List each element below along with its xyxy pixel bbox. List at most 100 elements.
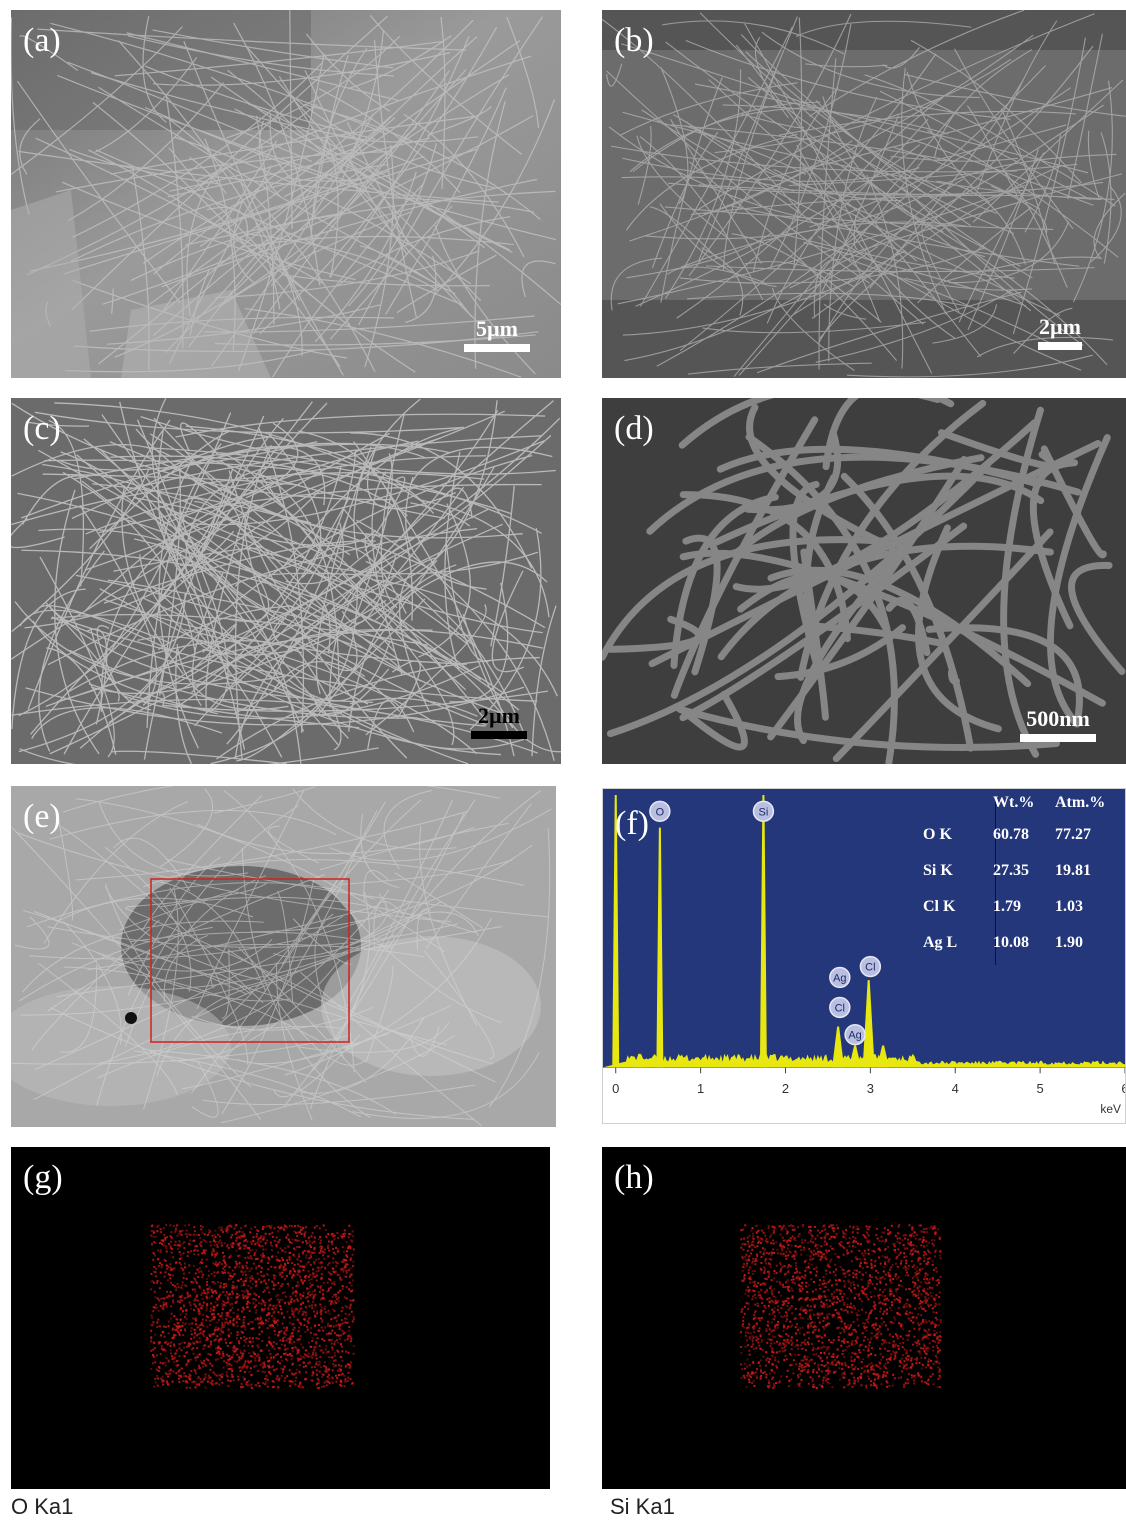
map-dot xyxy=(766,1341,769,1344)
map-dot xyxy=(336,1334,339,1337)
map-dot xyxy=(154,1296,157,1299)
map-dot xyxy=(307,1321,310,1324)
map-dot xyxy=(329,1278,332,1281)
map-dot xyxy=(743,1312,746,1315)
map-dot xyxy=(926,1349,929,1352)
map-dot xyxy=(310,1327,313,1329)
map-dot xyxy=(347,1268,350,1271)
map-dot xyxy=(232,1275,234,1278)
map-dot xyxy=(255,1299,258,1302)
map-dot xyxy=(804,1362,807,1365)
map-dot xyxy=(786,1305,789,1307)
fiber xyxy=(462,614,561,753)
map-dot xyxy=(304,1231,307,1234)
map-dot xyxy=(218,1337,221,1340)
map-dot xyxy=(890,1290,893,1293)
map-dot xyxy=(908,1372,911,1375)
map-dot xyxy=(174,1244,177,1247)
map-dot xyxy=(905,1352,907,1355)
map-dot xyxy=(765,1262,767,1265)
map-dot xyxy=(183,1341,186,1344)
fiber xyxy=(869,80,1023,289)
map-dot xyxy=(778,1380,781,1383)
map-dot xyxy=(254,1384,257,1386)
map-dot xyxy=(939,1376,942,1379)
map-dot xyxy=(297,1224,300,1227)
fiber xyxy=(921,223,960,313)
map-dot xyxy=(352,1265,354,1268)
fiber xyxy=(927,129,1119,258)
map-dot xyxy=(766,1278,768,1281)
map-dot xyxy=(843,1322,846,1325)
map-dot xyxy=(904,1266,907,1269)
fiber xyxy=(107,579,358,633)
map-dot xyxy=(825,1303,828,1306)
map-dot xyxy=(843,1328,845,1331)
map-dot xyxy=(856,1231,859,1234)
map-dot xyxy=(895,1277,898,1280)
map-dot xyxy=(898,1365,901,1368)
map-dot xyxy=(804,1338,807,1341)
map-dot xyxy=(321,1318,324,1321)
map-dot xyxy=(291,1286,294,1289)
map-dot xyxy=(209,1368,212,1371)
map-dot xyxy=(247,1284,250,1287)
map-dot xyxy=(254,1318,257,1321)
map-dot xyxy=(198,1353,201,1356)
map-dot xyxy=(927,1250,930,1253)
map-dot xyxy=(288,1258,291,1261)
map-dot xyxy=(184,1329,187,1332)
map-dot xyxy=(910,1234,913,1237)
map-dot xyxy=(807,1343,810,1346)
map-dot xyxy=(246,1290,249,1293)
map-dot xyxy=(296,1246,299,1249)
map-dot xyxy=(806,1355,809,1358)
map-dot xyxy=(230,1225,233,1228)
map-dot xyxy=(823,1306,826,1309)
map-dot xyxy=(196,1356,199,1359)
map-dot xyxy=(219,1293,222,1296)
fiber xyxy=(823,303,867,320)
atm-value: 1.03 xyxy=(1055,898,1083,915)
map-dot xyxy=(877,1294,880,1297)
map-dot xyxy=(320,1306,323,1309)
map-dot xyxy=(767,1227,770,1230)
map-dot xyxy=(760,1340,763,1343)
map-dot xyxy=(874,1385,877,1388)
map-dot xyxy=(214,1229,217,1232)
fiber xyxy=(682,534,721,676)
map-dot xyxy=(203,1335,206,1338)
map-dot xyxy=(830,1258,833,1261)
map-dot xyxy=(302,1294,305,1297)
fiber xyxy=(220,1034,456,1124)
map-dot xyxy=(213,1307,215,1310)
map-dot xyxy=(912,1281,915,1284)
map-dot xyxy=(826,1370,829,1373)
fiber xyxy=(676,53,937,319)
map-dot xyxy=(885,1358,888,1361)
map-dot xyxy=(743,1277,746,1280)
map-dot xyxy=(352,1248,355,1251)
map-dot xyxy=(169,1277,172,1280)
map-dot xyxy=(926,1288,929,1290)
map-dot xyxy=(756,1337,759,1340)
map-dot xyxy=(888,1385,891,1387)
map-dot xyxy=(200,1252,203,1255)
map-dot xyxy=(268,1340,271,1343)
map-dot xyxy=(894,1356,897,1359)
map-dot xyxy=(351,1253,354,1256)
map-dot xyxy=(874,1276,877,1279)
peak-label: Cl xyxy=(829,996,851,1019)
map-dot xyxy=(816,1371,818,1374)
map-dot xyxy=(750,1243,753,1246)
map-dot xyxy=(242,1308,245,1311)
map-dot xyxy=(284,1295,287,1298)
map-dot xyxy=(272,1274,275,1277)
map-dot xyxy=(909,1288,911,1291)
map-dot xyxy=(843,1301,846,1304)
map-dot xyxy=(286,1310,289,1313)
map-dot xyxy=(766,1270,769,1273)
map-dot xyxy=(926,1231,929,1234)
map-dot xyxy=(195,1323,197,1325)
map-dot xyxy=(835,1279,837,1282)
